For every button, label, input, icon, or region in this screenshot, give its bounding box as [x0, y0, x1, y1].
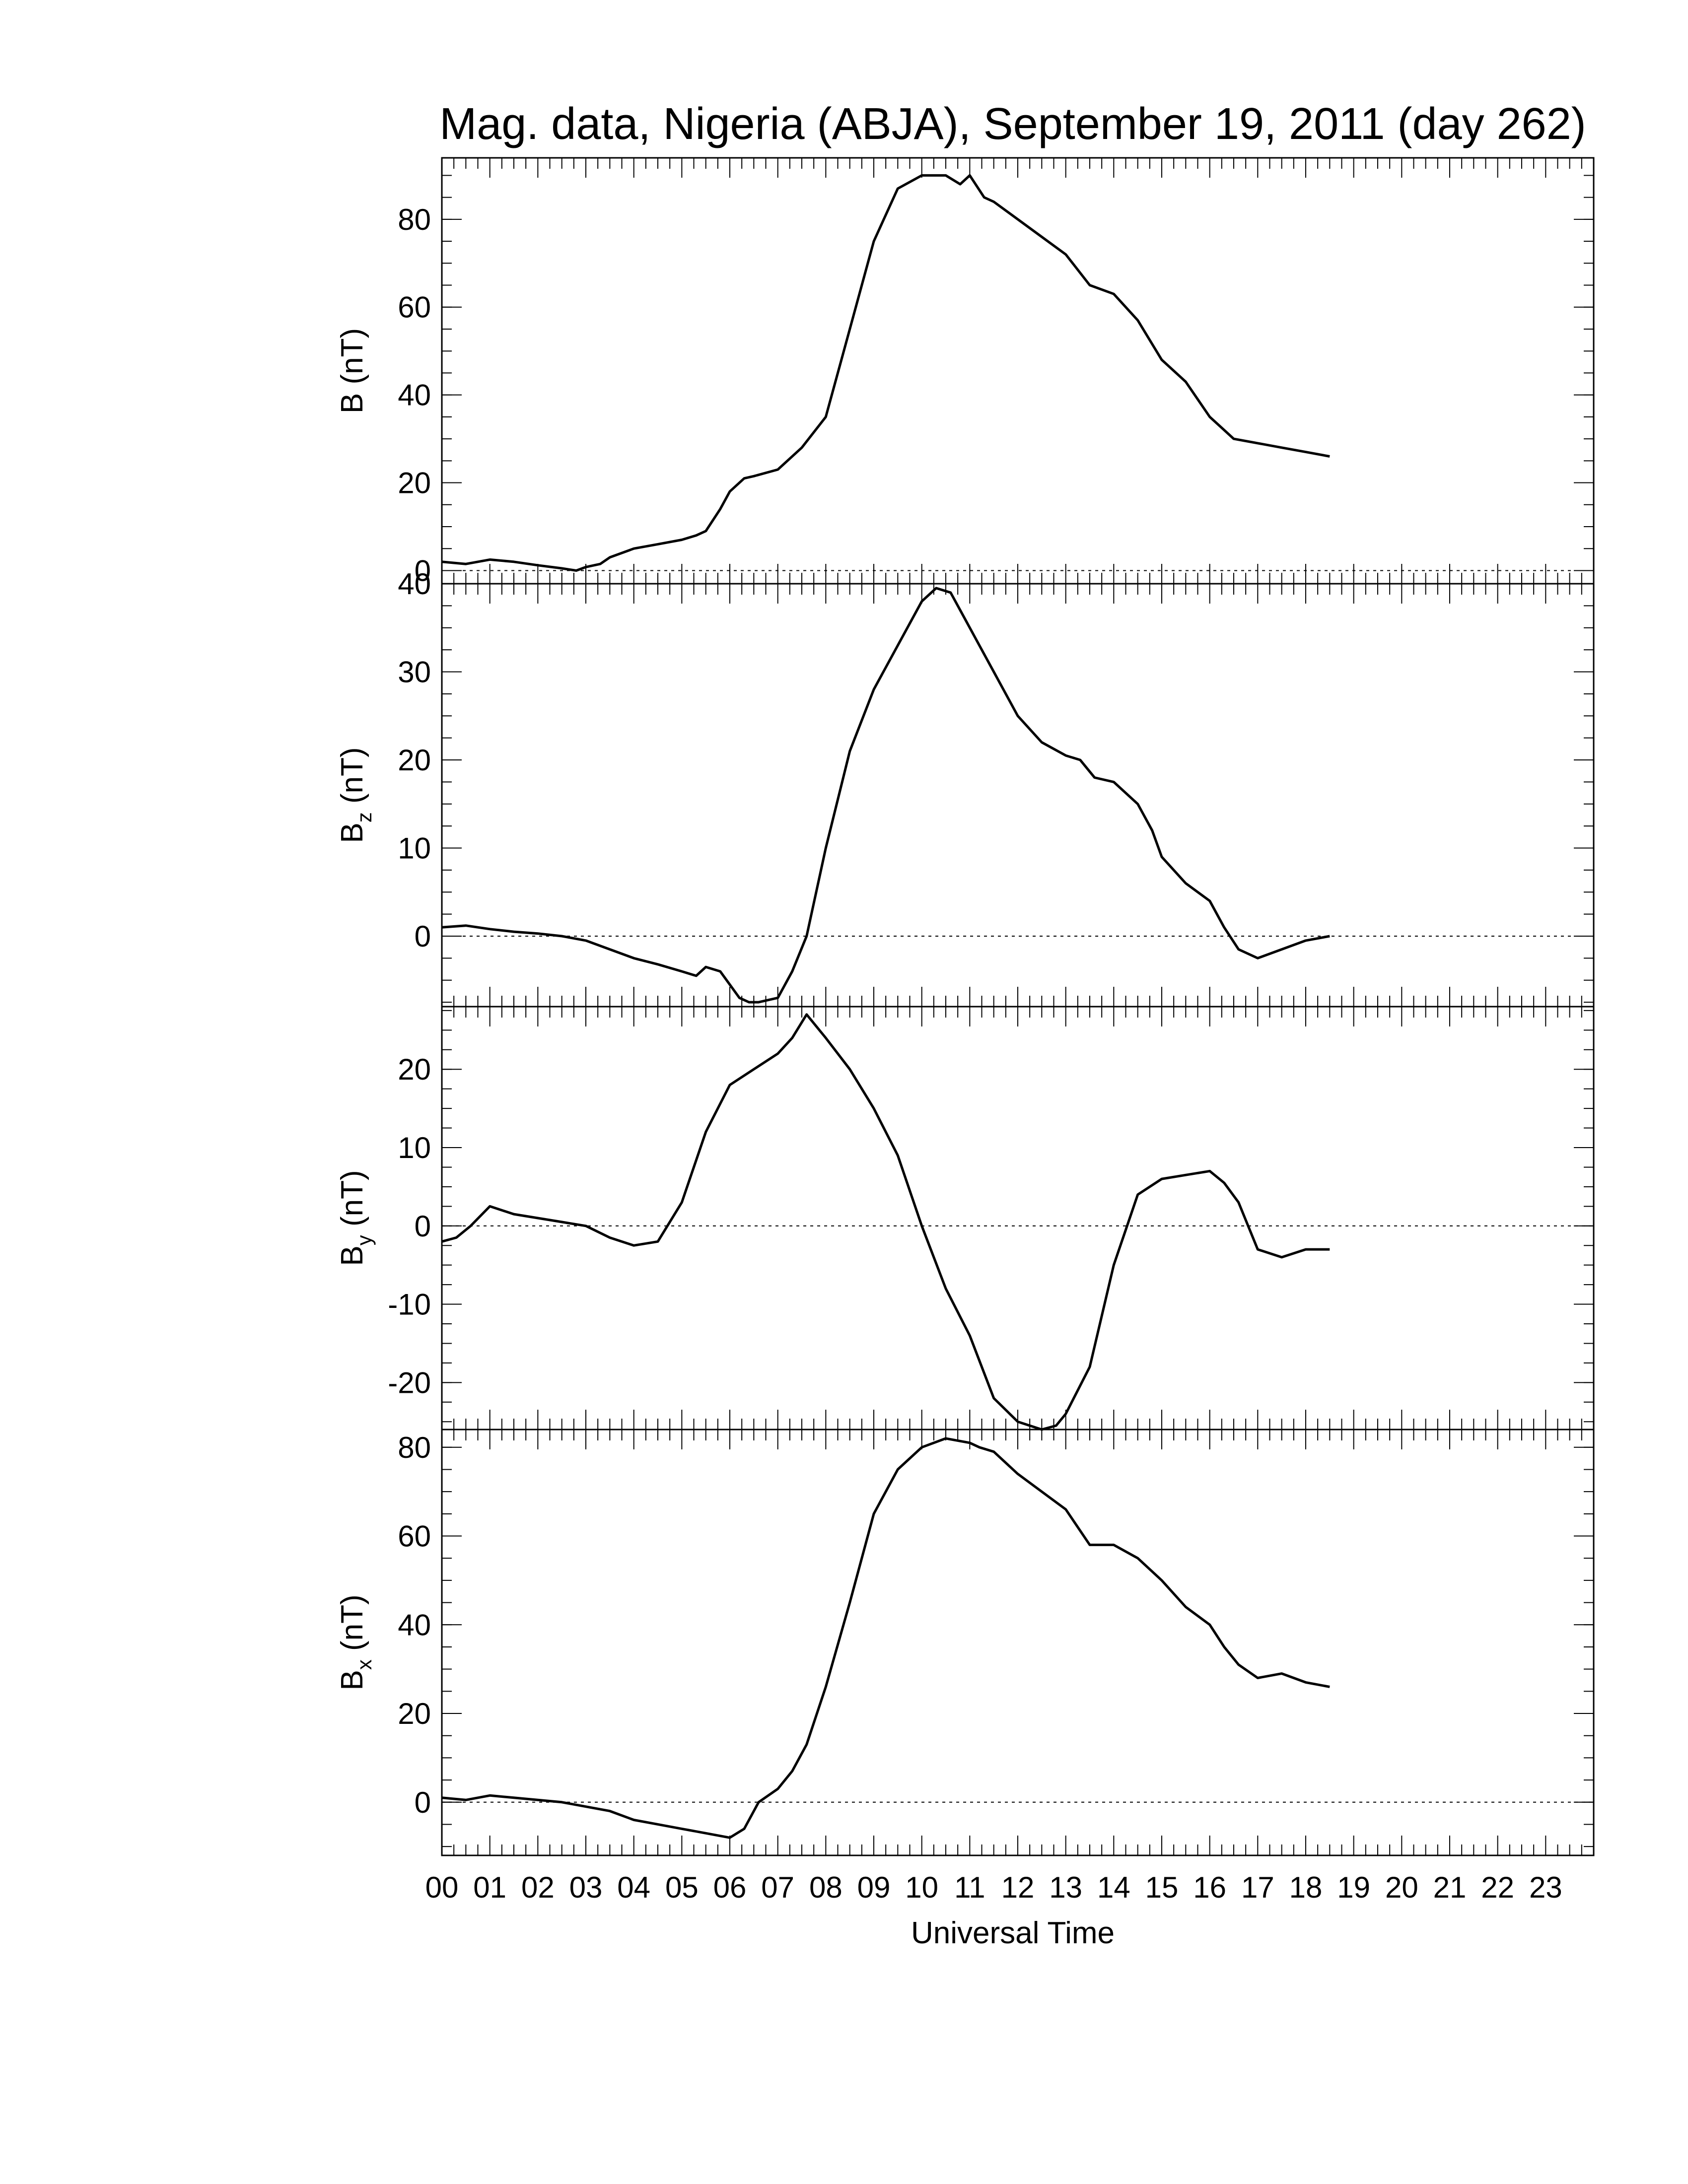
- y-axis-unit: (nT): [335, 1594, 369, 1659]
- x-axis-title: Universal Time: [911, 1916, 1115, 1950]
- y-axis-subscript: x: [352, 1659, 376, 1670]
- y-axis-symbol: B: [335, 1245, 369, 1266]
- x-tick-label: 04: [617, 1871, 650, 1904]
- panel-frame: [441, 583, 1595, 1008]
- x-tick-label: 17: [1241, 1871, 1274, 1904]
- y-axis-title: Bz (nT): [335, 747, 376, 843]
- x-tick-label: 13: [1049, 1871, 1082, 1904]
- y-tick-label: 60: [398, 1520, 431, 1553]
- x-tick-label: 18: [1289, 1871, 1323, 1904]
- y-tick-label: 40: [398, 379, 431, 412]
- x-tick-label: 19: [1337, 1871, 1370, 1904]
- y-axis-symbol: B: [335, 822, 369, 843]
- x-tick-label: 07: [761, 1871, 794, 1904]
- y-tick-label: 30: [398, 656, 431, 689]
- x-tick-label: 00: [425, 1871, 459, 1904]
- x-tick-label: 23: [1529, 1871, 1562, 1904]
- y-tick-label: 0: [415, 920, 431, 953]
- x-tick-label: 16: [1193, 1871, 1226, 1904]
- x-tick-label: 02: [521, 1871, 555, 1904]
- x-tick-label: 21: [1433, 1871, 1467, 1904]
- x-tick-label: 05: [665, 1871, 699, 1904]
- x-tick-label: 06: [713, 1871, 747, 1904]
- y-tick-label: 10: [398, 832, 431, 865]
- y-tick-label: 20: [398, 1697, 431, 1730]
- y-tick-label: 40: [398, 1608, 431, 1641]
- x-axis-labels: 00 01 02 03 04 05 06 07 08 09 10 11 12 13 14 15 16 17 18 19…: [425, 1871, 1562, 1904]
- y-axis-subscript: y: [352, 1235, 376, 1245]
- y-axis-symbol: B: [335, 1670, 369, 1690]
- x-tick-label: 20: [1385, 1871, 1418, 1904]
- x-tick-label: 12: [1001, 1871, 1035, 1904]
- y-tick-label: 60: [398, 291, 431, 324]
- series-line: [441, 1013, 1330, 1431]
- panels-layer: 0 20 40 60 80 B (nT) 0 10 20 30 40 Bz (nT) -20 -10 0 10…: [335, 157, 1595, 1856]
- panel-frame: [441, 157, 1595, 585]
- x-tick-label: 10: [905, 1871, 938, 1904]
- y-tick-label: -20: [388, 1366, 431, 1399]
- panel-4: 0 20 40 60 80 Bx (nT): [335, 1429, 1595, 1856]
- y-axis-unit: (nT): [335, 328, 369, 393]
- y-axis-title: B (nT): [335, 328, 369, 413]
- series-line: [441, 174, 1330, 572]
- x-tick-label: 03: [569, 1871, 603, 1904]
- chart-title: Mag. data, Nigeria (ABJA), September 19,…: [439, 99, 1586, 149]
- y-axis-symbol: B: [335, 393, 369, 413]
- y-tick-label: 10: [398, 1131, 431, 1164]
- y-tick-label: 80: [398, 1431, 431, 1464]
- series-line: [441, 1437, 1330, 1839]
- y-axis-unit: (nT): [335, 747, 369, 812]
- y-tick-label: 20: [398, 744, 431, 777]
- y-axis-title: By (nT): [335, 1170, 376, 1266]
- y-tick-label: 0: [415, 1786, 431, 1819]
- y-tick-label: -10: [388, 1288, 431, 1321]
- panel-frame: [441, 1429, 1595, 1856]
- panel-2: 0 10 20 30 40 Bz (nT): [335, 567, 1595, 1008]
- x-tick-label: 14: [1097, 1871, 1130, 1904]
- x-tick-label: 22: [1481, 1871, 1514, 1904]
- y-tick-label: 0: [415, 1210, 431, 1243]
- y-tick-label: 20: [398, 467, 431, 500]
- y-axis-unit: (nT): [335, 1170, 369, 1235]
- y-tick-label: 40: [398, 567, 431, 601]
- x-tick-label: 09: [857, 1871, 891, 1904]
- panel-1: 0 20 40 60 80 B (nT): [335, 157, 1595, 587]
- y-tick-label: 80: [398, 203, 431, 236]
- x-tick-label: 11: [954, 1871, 985, 1904]
- panel-frame: [441, 1006, 1595, 1431]
- series-line: [441, 587, 1330, 1004]
- x-tick-label: 01: [473, 1871, 506, 1904]
- y-tick-label: 20: [398, 1053, 431, 1086]
- y-axis-subscript: z: [352, 812, 376, 822]
- x-tick-label: 08: [809, 1871, 843, 1904]
- y-tick-label: 0: [415, 554, 431, 587]
- x-tick-label: 15: [1145, 1871, 1179, 1904]
- y-axis-title: Bx (nT): [335, 1594, 376, 1690]
- panel-3: -20 -10 0 10 20 By (nT): [335, 1006, 1595, 1431]
